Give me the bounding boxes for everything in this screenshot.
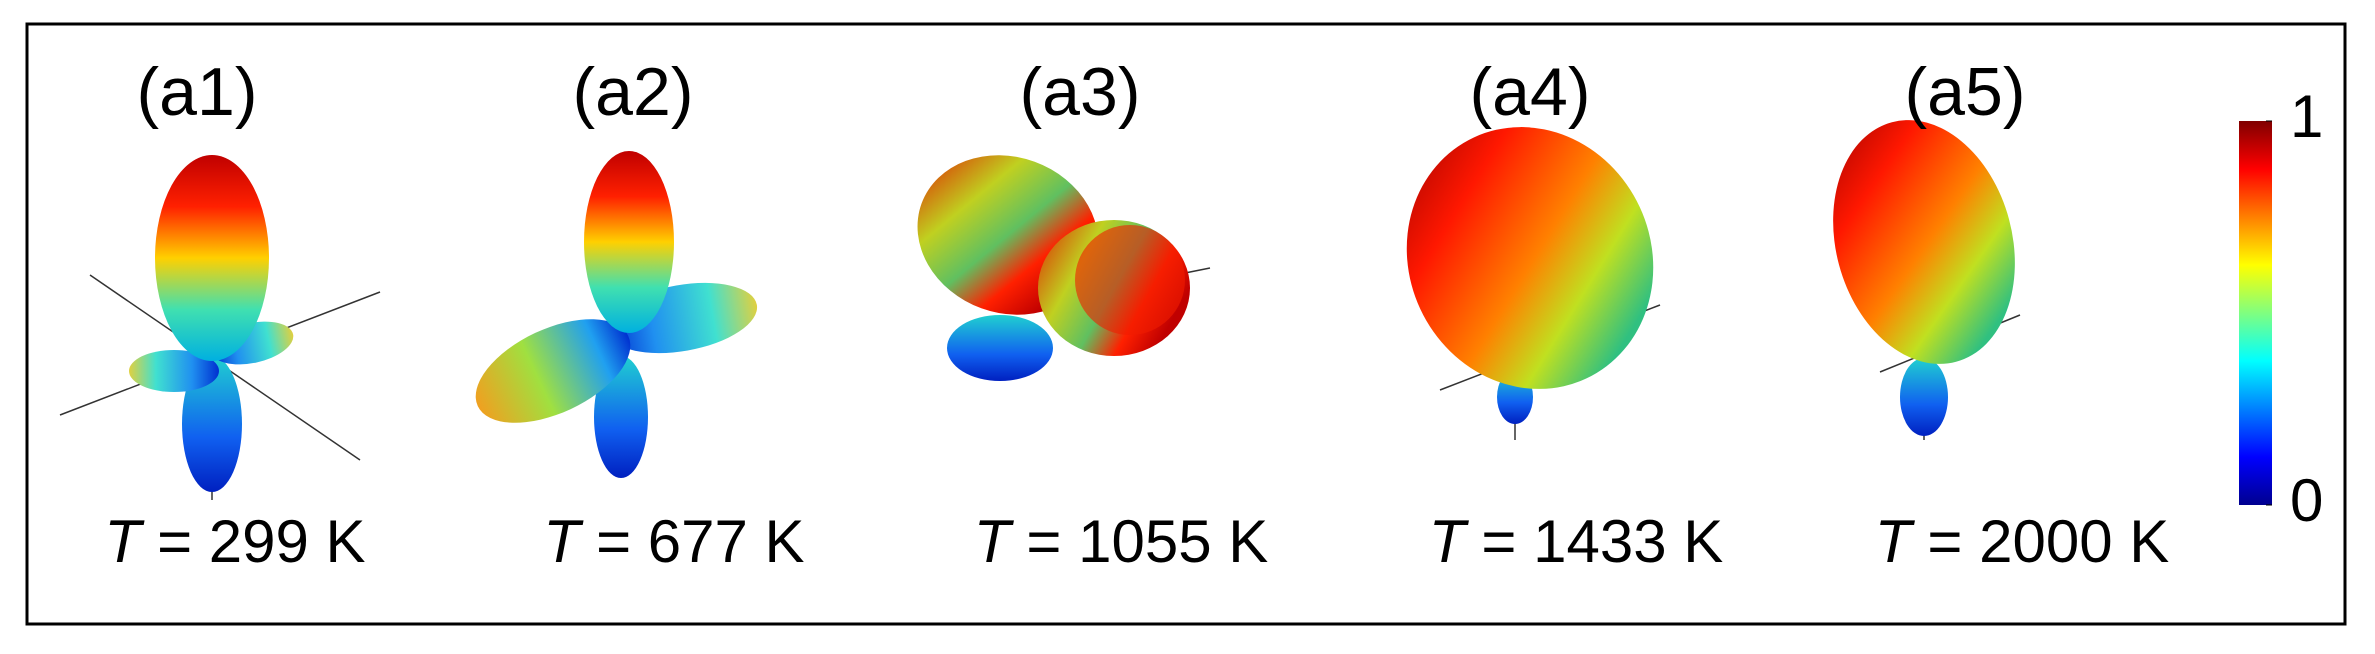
temperature-caption: T = 299 K	[104, 508, 365, 575]
temperature-value: = 1055 K	[1026, 508, 1268, 575]
temperature-value: = 2000 K	[1927, 508, 2169, 575]
temperature-value: = 1433 K	[1481, 508, 1723, 575]
colorbar-tick-label: 0	[2290, 467, 2323, 534]
surface-a1	[59, 155, 381, 500]
temperature-symbol: T	[974, 508, 1015, 575]
temperature-value: = 677 K	[596, 508, 805, 575]
temperature-symbol: T	[104, 508, 145, 575]
colorbar-tick-label: 1	[2290, 83, 2323, 150]
surface-a4	[1406, 127, 1661, 440]
temperature-value: = 299 K	[157, 508, 366, 575]
temperature-caption: T = 1433 K	[1429, 508, 1724, 575]
temperature-symbol: T	[543, 508, 584, 575]
surface-a5	[1833, 120, 2021, 440]
surface-a3	[917, 155, 1211, 381]
temperature-caption: T = 677 K	[543, 508, 804, 575]
surface-a2	[475, 151, 758, 478]
temperature-caption: T = 1055 K	[974, 508, 1269, 575]
colorbar	[2239, 121, 2272, 505]
temperature-symbol: T	[1429, 508, 1470, 575]
temperature-symbol: T	[1875, 508, 1916, 575]
panel-label: (a3)	[1020, 54, 1141, 130]
panel-label: (a1)	[137, 54, 258, 130]
frame	[25, 22, 2347, 626]
temperature-caption: T = 2000 K	[1875, 508, 2170, 575]
panel-label: (a4)	[1470, 54, 1591, 130]
panel-label: (a2)	[573, 54, 694, 130]
panel-label: (a5)	[1905, 54, 2026, 130]
